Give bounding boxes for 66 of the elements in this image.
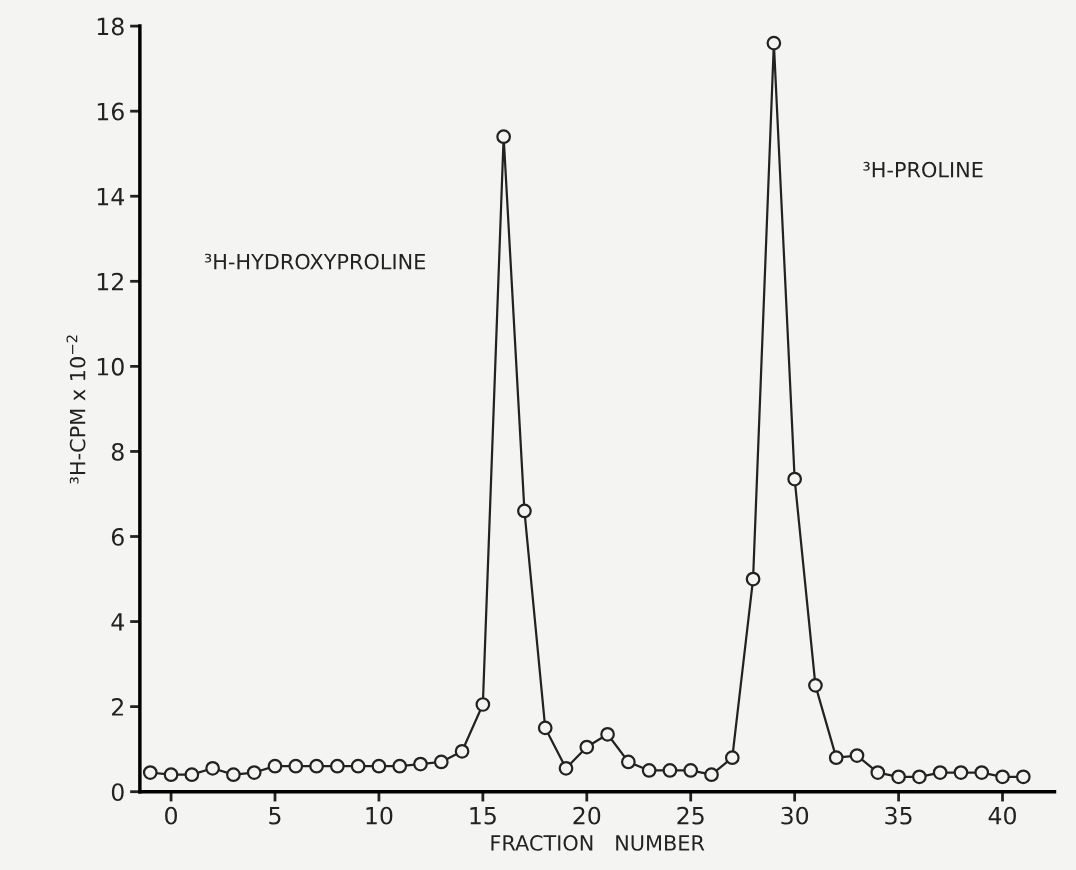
- point: [392, 758, 408, 774]
- y-tick-label: 12: [97, 272, 123, 291]
- y-tick-label: 8: [111, 442, 124, 461]
- point: [433, 754, 449, 770]
- point: [766, 35, 782, 51]
- point: [371, 758, 387, 774]
- x-tick-label: 5: [269, 807, 281, 825]
- y-tick-label: 6: [111, 527, 124, 546]
- point: [267, 758, 283, 774]
- point: [350, 758, 366, 774]
- point: [496, 129, 511, 145]
- point: [454, 743, 470, 759]
- y-tick-label: 14: [97, 187, 124, 206]
- point: [849, 748, 865, 763]
- point: [226, 767, 241, 783]
- point: [246, 765, 262, 780]
- point: [184, 767, 200, 783]
- point: [288, 758, 304, 774]
- x-tick-label: 10: [366, 806, 393, 825]
- point: [163, 767, 179, 783]
- point: [891, 769, 906, 785]
- point: [662, 763, 678, 778]
- point: [828, 750, 844, 766]
- point: [912, 769, 927, 785]
- y-tick-label: 0: [111, 783, 124, 802]
- point: [870, 765, 886, 780]
- point: [953, 765, 969, 780]
- x-tick-label: 40: [988, 806, 1016, 825]
- point: [641, 763, 657, 778]
- point: [558, 760, 574, 776]
- x-tick-label: 25: [677, 806, 704, 825]
- point: [475, 697, 491, 712]
- point: [600, 726, 615, 742]
- point: [309, 758, 324, 774]
- point: [745, 571, 761, 587]
- y-tick-label: 4: [111, 613, 124, 631]
- point: [683, 763, 699, 778]
- y-axis-title: ³H-CPM x 10$^{−2}$: [66, 335, 86, 484]
- point: [787, 471, 803, 487]
- point: [808, 678, 823, 693]
- y-tick-label: 18: [97, 17, 124, 36]
- x-axis-title: FRACTION NUMBER: [491, 835, 705, 851]
- point: [995, 769, 1010, 785]
- point: [974, 765, 990, 780]
- point: [205, 760, 220, 776]
- x-tick-label: 15: [470, 807, 496, 825]
- point: [579, 739, 595, 755]
- point: [413, 756, 428, 772]
- point: [621, 754, 636, 770]
- point: [517, 503, 532, 519]
- x-tick-label: 20: [573, 806, 601, 825]
- annotation: ³H-PROLINE: [863, 161, 983, 178]
- point: [704, 767, 719, 783]
- point: [537, 720, 553, 736]
- annotation: ³H-HYDROXYPROLINE: [204, 253, 426, 270]
- y-tick-label: 2: [112, 698, 123, 716]
- y-tick-label: 10: [97, 357, 124, 376]
- point: [932, 765, 948, 780]
- point: [142, 765, 158, 780]
- y-tick-label: 16: [97, 102, 124, 121]
- x-tick-label: 0: [165, 806, 177, 825]
- x-tick-label: 35: [885, 806, 912, 825]
- x-tick-label: 30: [781, 806, 809, 825]
- point: [1015, 769, 1031, 785]
- point: [329, 758, 345, 774]
- point: [724, 750, 740, 766]
